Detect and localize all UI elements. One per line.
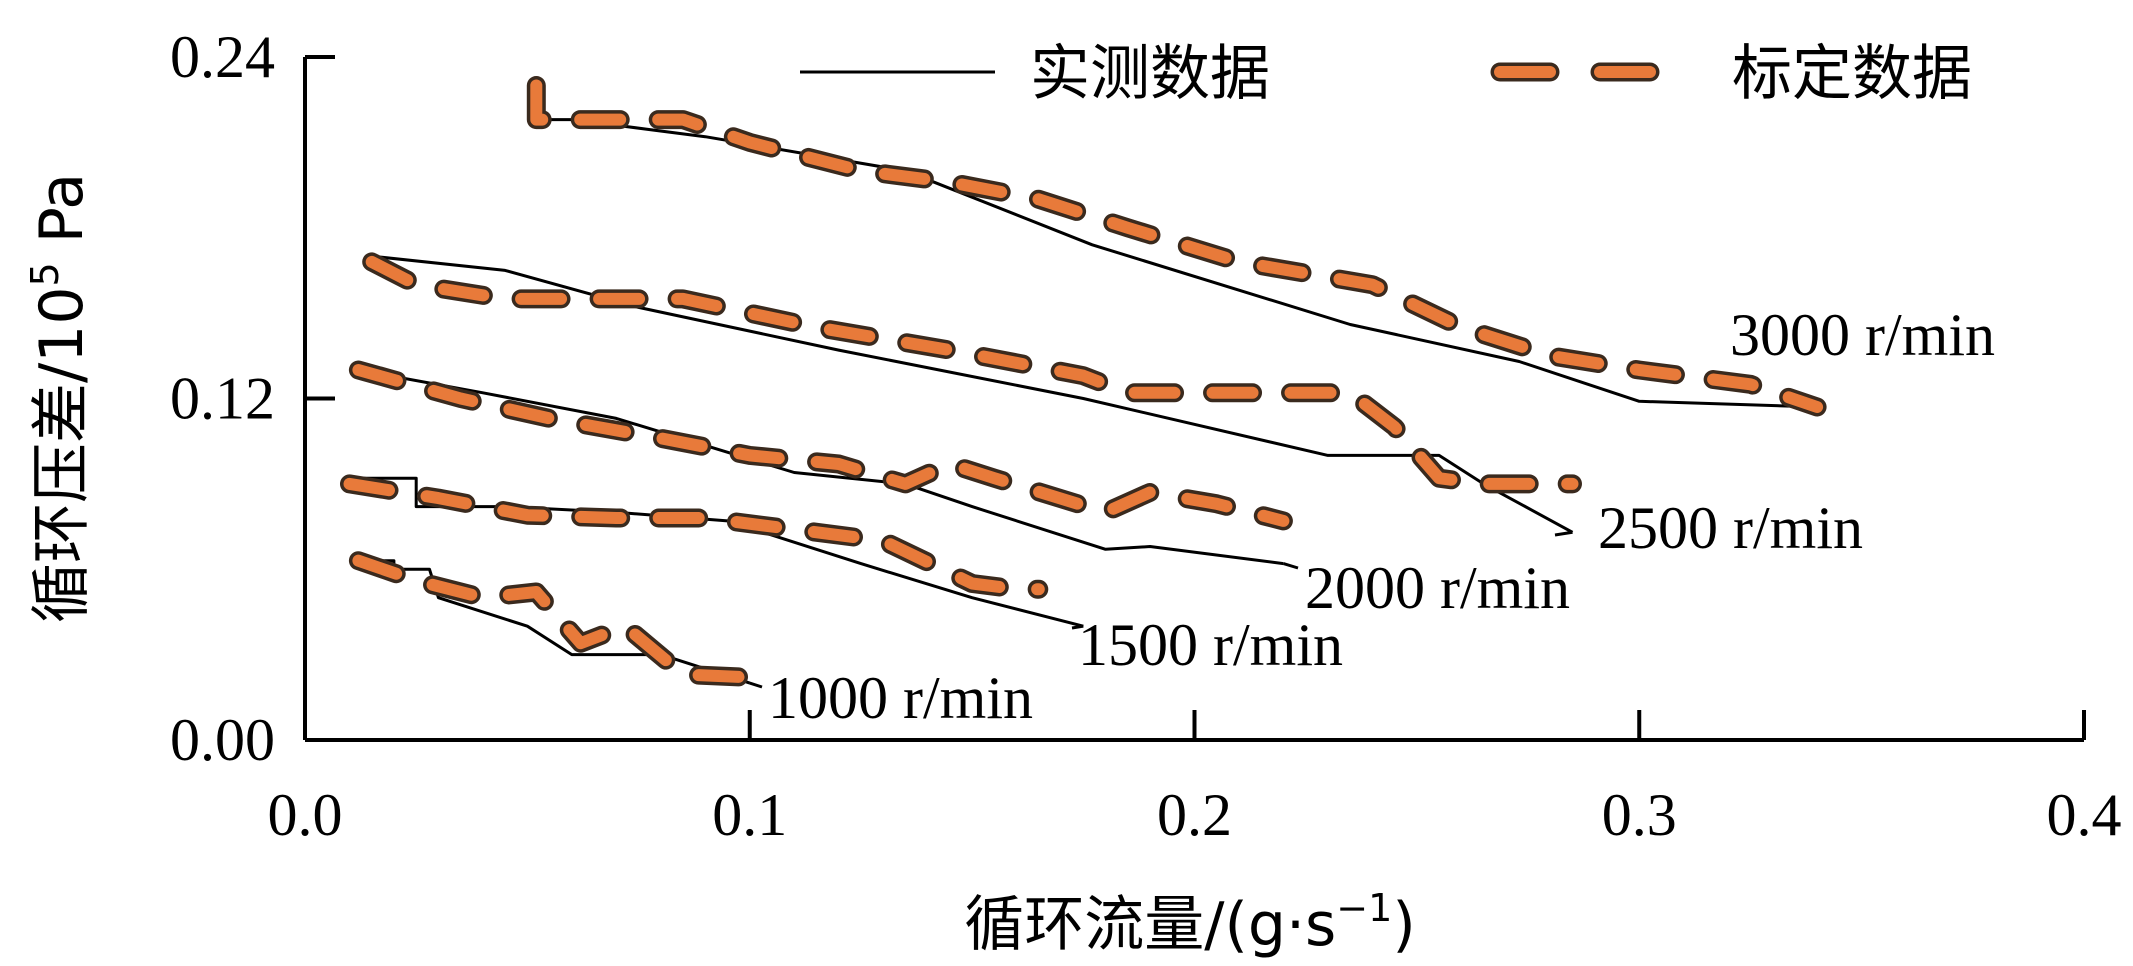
speed-label-leader <box>749 681 763 689</box>
legend-calibrated-label: 标定数据 <box>1732 39 1972 109</box>
speed-label-1500: 1500 r/min <box>1078 612 1343 678</box>
x-tick-label: 0.1 <box>712 782 787 848</box>
calibrated-line-2500 <box>362 252 1582 494</box>
y-tick-label: 0.12 <box>170 366 275 432</box>
calibrated-line-1500 <box>340 474 1049 599</box>
speed-label-3000: 3000 r/min <box>1730 302 1995 368</box>
axis-ticks: 0.0 0.1 0.2 0.3 0.4 0.00 0.12 0.24 <box>170 24 2122 848</box>
speed-label-2000: 2000 r/min <box>1305 555 1570 621</box>
calibrated-line-1000 <box>348 551 760 687</box>
x-axis-title: 循环流量/(g·s−1) <box>964 886 1416 960</box>
series-layer <box>340 76 1827 687</box>
speed-label-2500: 2500 r/min <box>1598 495 1863 561</box>
calibrated-line-fill <box>352 554 756 684</box>
calibrated-line-3000 <box>526 76 1827 417</box>
measured-line-3000 <box>536 118 1818 409</box>
y-tick-label: 0.00 <box>170 707 275 773</box>
x-tick-label: 0.0 <box>268 782 343 848</box>
x-tick-label: 0.4 <box>2047 782 2122 848</box>
legend: 实测数据 标定数据 <box>800 39 1972 109</box>
speed-label-leader <box>1283 562 1299 570</box>
x-tick-label: 0.2 <box>1157 782 1232 848</box>
legend-measured-label: 实测数据 <box>1030 39 1270 109</box>
y-axis-title: 循环压差/105 Pa <box>23 173 97 623</box>
y-tick-label: 0.24 <box>170 24 275 90</box>
speed-label-leader <box>1071 624 1084 630</box>
calibrated-line-outline <box>348 551 760 687</box>
calibrated-line-fill <box>343 477 1045 596</box>
measured-line-1000 <box>349 559 751 685</box>
measured-line-2500 <box>371 254 1574 534</box>
calibrated-line-fill <box>352 364 1290 527</box>
calibrated-line-2000 <box>348 360 1293 531</box>
calibrated-line-fill <box>365 255 1579 490</box>
speed-label-leader <box>1554 530 1573 537</box>
x-tick-label: 0.3 <box>1602 782 1677 848</box>
speed-label-1000: 1000 r/min <box>768 665 1033 731</box>
calibrated-line-fill <box>530 79 1824 413</box>
